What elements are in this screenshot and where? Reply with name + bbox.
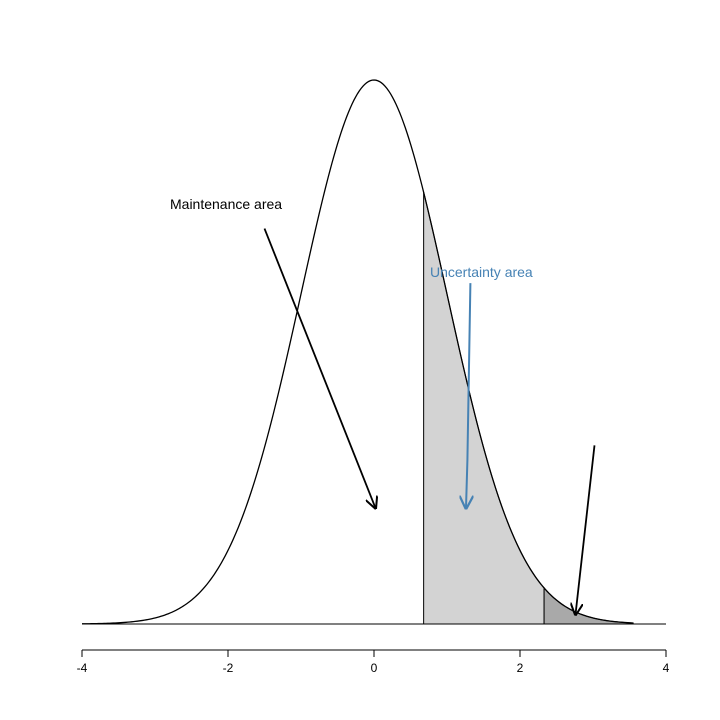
shaded-region-2 xyxy=(543,586,634,625)
x-tick-label-0: -4 xyxy=(77,661,88,675)
x-tick-label-2: 0 xyxy=(371,661,378,675)
shaded-region-1 xyxy=(423,192,545,625)
annotation-arrow-3 xyxy=(576,445,596,614)
annotation-arrow-2 xyxy=(466,283,470,508)
x-tick-label-1: -2 xyxy=(223,661,234,675)
shaded-regions xyxy=(423,192,634,625)
x-tick-label-3: 2 xyxy=(517,661,524,675)
density-curve xyxy=(81,79,634,625)
annotation-label-1: Maintenance area xyxy=(170,196,282,212)
annotations: Maintenance area Uncertainty area xyxy=(170,196,596,615)
x-axis: -4 -2 0 2 4 xyxy=(77,649,670,675)
x-tick-label-4: 4 xyxy=(663,661,670,675)
annotation-arrow-1 xyxy=(263,228,376,509)
x-axis-ticks: -4 -2 0 2 4 xyxy=(77,650,670,675)
annotation-label-2: Uncertainty area xyxy=(430,264,533,280)
